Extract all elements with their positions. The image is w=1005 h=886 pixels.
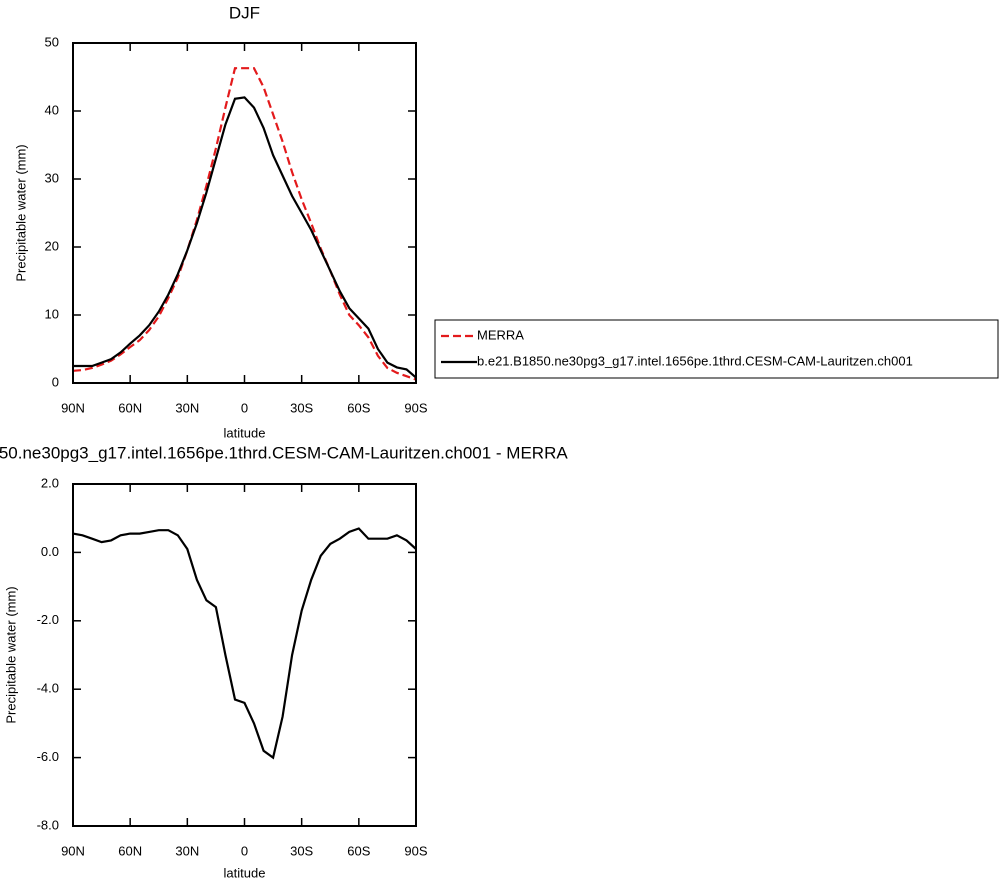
x-tick-label: 90S bbox=[404, 400, 427, 415]
legend-box bbox=[434, 319, 999, 379]
y-tick-label: -2.0 bbox=[37, 612, 59, 627]
x-tick-label: 90N bbox=[61, 400, 85, 415]
chart-title: b.e21.B1850.ne30pg3_g17.intel.1656pe.1th… bbox=[0, 443, 568, 462]
y-tick-label: 20 bbox=[45, 238, 59, 253]
y-tick-label: 30 bbox=[45, 170, 59, 185]
x-tick-label: 60N bbox=[118, 400, 142, 415]
data-line bbox=[72, 67, 417, 381]
y-axis-label: Precipitable water (mm) bbox=[3, 586, 18, 723]
y-tick-label: -4.0 bbox=[37, 681, 59, 696]
x-tick-label: 30S bbox=[290, 843, 313, 858]
x-tick-label: 90N bbox=[61, 843, 85, 858]
x-tick-label: 60N bbox=[118, 843, 142, 858]
y-tick-label: 0.0 bbox=[41, 544, 59, 559]
x-tick-label: 90S bbox=[404, 843, 427, 858]
y-tick-label: 0 bbox=[52, 374, 59, 389]
plot-frame bbox=[72, 42, 417, 384]
y-tick-label: 40 bbox=[45, 102, 59, 117]
y-tick-label: -8.0 bbox=[37, 817, 59, 832]
data-line bbox=[72, 527, 417, 760]
legend-label: b.e21.B1850.ne30pg3_g17.intel.1656pe.1th… bbox=[477, 353, 913, 368]
x-tick-label: 60S bbox=[347, 843, 370, 858]
data-line bbox=[73, 96, 417, 379]
x-axis-label: latitude bbox=[224, 865, 266, 880]
x-tick-label: 0 bbox=[241, 400, 248, 415]
x-tick-label: 0 bbox=[241, 843, 248, 858]
x-tick-label: 60S bbox=[347, 400, 370, 415]
y-axis-label: Precipitable water (mm) bbox=[13, 144, 28, 281]
y-tick-label: 10 bbox=[45, 306, 59, 321]
legend-label: MERRA bbox=[477, 327, 524, 342]
plot-frame bbox=[72, 483, 417, 827]
x-tick-label: 30N bbox=[175, 400, 199, 415]
y-tick-label: -6.0 bbox=[37, 749, 59, 764]
x-tick-label: 30S bbox=[290, 400, 313, 415]
x-axis-label: latitude bbox=[224, 425, 266, 440]
y-tick-label: 50 bbox=[45, 34, 59, 49]
x-tick-label: 30N bbox=[175, 843, 199, 858]
y-tick-label: 2.0 bbox=[41, 475, 59, 490]
chart-title: DJF bbox=[229, 3, 260, 22]
